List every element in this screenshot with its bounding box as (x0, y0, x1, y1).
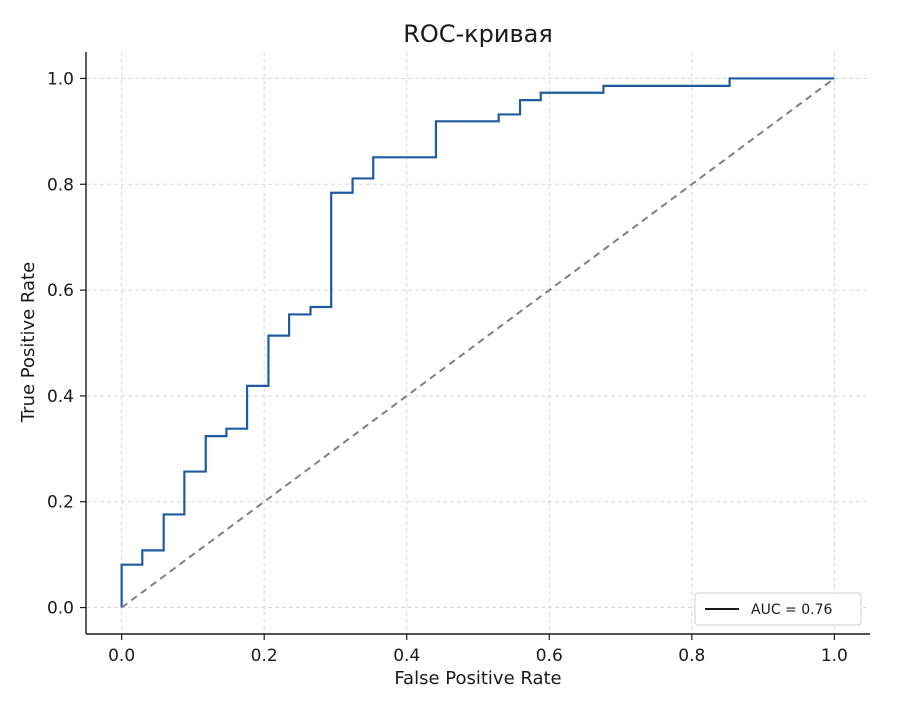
chart-title: ROC-кривая (403, 20, 553, 48)
x-tick-label: 0.8 (678, 646, 705, 666)
y-tick-label: 0.0 (47, 599, 74, 619)
x-axis-title: False Positive Rate (394, 668, 561, 689)
legend-box (694, 592, 862, 626)
axes (85, 52, 870, 635)
y-tick-label: 1.0 (47, 69, 74, 89)
ticks: 0.0 0.2 0.4 0.6 0.8 1.0 0.0 0.2 0.4 0.6 0.8 1.0 (47, 69, 848, 666)
x-tick-label: 0.0 (108, 646, 135, 666)
y-tick-label: 0.8 (47, 175, 74, 195)
x-tick-label: 0.6 (536, 646, 563, 666)
y-tick-label: 0.4 (47, 387, 74, 407)
roc-curve-line (120, 77, 835, 608)
series-layer (120, 77, 835, 609)
y-tick-label: 0.2 (47, 493, 74, 513)
y-axis-title: True Positive Rate (18, 262, 39, 423)
legend-label: AUC = 0.76 (751, 602, 832, 618)
chance-diagonal-line (121, 77, 835, 609)
x-tick-label: 1.0 (821, 646, 848, 666)
x-tick-label: 0.2 (251, 646, 278, 666)
y-tick-label: 0.6 (47, 281, 74, 301)
x-tick-label: 0.4 (393, 646, 420, 666)
legend: AUC = 0.76 (694, 592, 862, 626)
